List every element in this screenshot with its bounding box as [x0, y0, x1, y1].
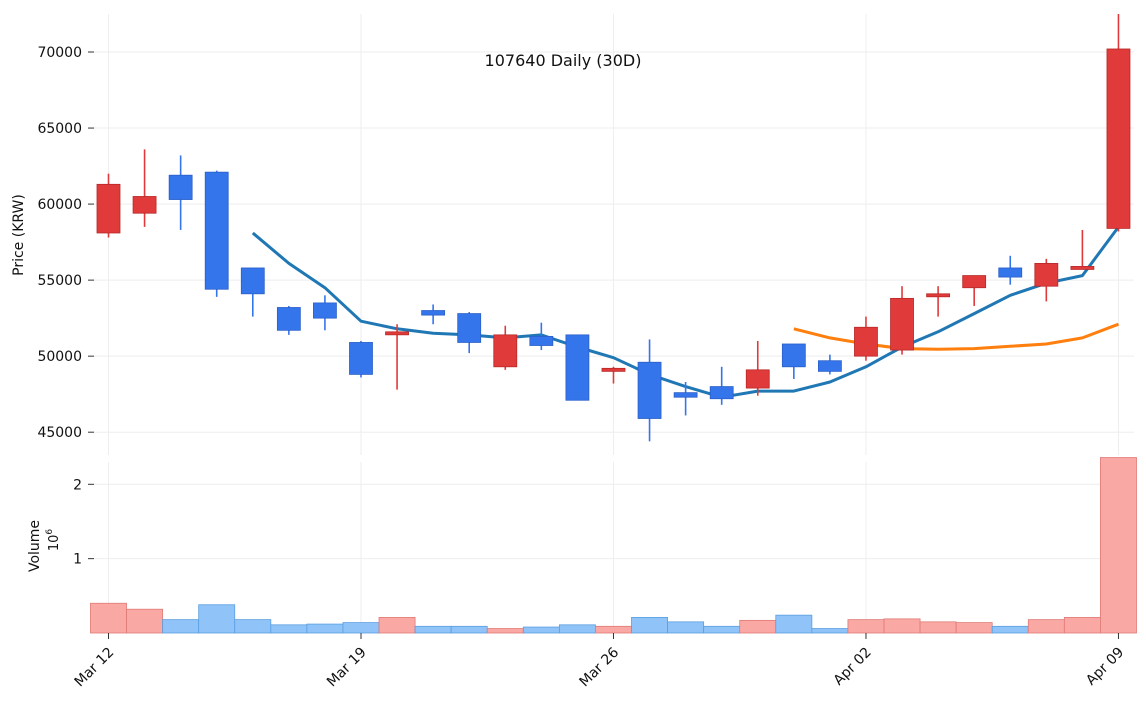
- volume-bar: [1063, 616, 1101, 634]
- candle-body: [493, 334, 518, 368]
- volume-bar: [955, 622, 993, 634]
- x-tick-label: Mar 12: [72, 645, 118, 691]
- candles: [96, 14, 1131, 442]
- volume-bar: [775, 614, 813, 634]
- y-axis-label: Price (KRW): [11, 194, 27, 276]
- candle-body: [457, 313, 482, 343]
- volume-bar: [631, 616, 668, 634]
- volume-bar: [739, 619, 777, 634]
- volume-bar: [126, 608, 164, 634]
- grid: [94, 14, 1134, 633]
- volume-bar: [847, 619, 885, 634]
- chart-title: 107640 Daily (30D): [485, 51, 642, 70]
- candle-body: [529, 335, 554, 346]
- moving-averages: [251, 226, 1120, 399]
- volume-bar: [1027, 619, 1065, 634]
- volume-bar: [883, 618, 921, 634]
- candle-body: [998, 267, 1023, 278]
- candle-body: [96, 183, 121, 234]
- volume-bar: [90, 602, 127, 634]
- volume-bar: [378, 616, 416, 634]
- candle-body: [1070, 266, 1095, 270]
- candle-body: [421, 310, 446, 316]
- volume-bar: [342, 622, 380, 634]
- y-tick-label: 70000: [37, 45, 82, 61]
- candle-body: [890, 297, 914, 351]
- volume-bar: [450, 625, 488, 634]
- volume-bars: [90, 457, 1137, 634]
- volume-scale-label: 106: [45, 529, 62, 552]
- candle-body: [1034, 262, 1059, 287]
- volume-bar: [234, 619, 272, 634]
- y-tick-label: 60000: [37, 197, 82, 213]
- volume-axis-label: Volume: [27, 520, 43, 572]
- candle-body: [168, 174, 193, 200]
- candle-body: [565, 334, 590, 401]
- volume-bar: [991, 625, 1029, 634]
- volume-bar: [1100, 457, 1137, 634]
- volume-bar: [703, 625, 741, 634]
- candle-body: [818, 360, 842, 372]
- candle-body: [132, 196, 157, 214]
- x-tick-label: Apr 09: [1083, 645, 1127, 689]
- candle-body: [204, 171, 229, 290]
- candle-body: [637, 361, 662, 419]
- volume-bar: [811, 628, 849, 634]
- candle-body: [673, 392, 698, 398]
- volume-bar: [667, 621, 705, 634]
- volume-bar: [270, 624, 308, 634]
- volume-bar: [162, 619, 200, 634]
- candle-body: [854, 326, 878, 357]
- y-tick-label: 45000: [37, 425, 82, 441]
- y-tick-label: 65000: [37, 121, 82, 137]
- ma-line-ma20: [793, 322, 1120, 351]
- volume-bar: [414, 625, 452, 634]
- candle-body: [781, 343, 806, 368]
- volume-tick-label: 1: [73, 552, 82, 568]
- candle-body: [385, 331, 409, 336]
- ma-line-ma5: [251, 226, 1120, 399]
- x-tick-label: Mar 19: [324, 645, 370, 691]
- candle-body: [313, 302, 337, 319]
- candle-body: [240, 267, 265, 295]
- volume-bar: [198, 604, 236, 634]
- candle-body: [276, 307, 301, 331]
- candle-body: [1106, 48, 1131, 229]
- volume-bar: [558, 624, 596, 634]
- volume-bar: [306, 623, 344, 634]
- volume-bar: [486, 628, 524, 634]
- volume-bar: [919, 621, 957, 634]
- candle-body: [349, 342, 373, 375]
- x-tick-label: Mar 26: [577, 644, 623, 690]
- y-tick-label: 55000: [37, 273, 82, 289]
- volume-bar: [522, 626, 560, 634]
- volume-bar: [595, 625, 632, 634]
- volume-tick-label: 2: [73, 477, 82, 493]
- y-tick-label: 50000: [37, 349, 82, 365]
- candle-body: [926, 293, 951, 298]
- candle-body: [962, 275, 987, 289]
- candle-body: [745, 369, 770, 389]
- candle-body: [601, 367, 626, 372]
- x-tick-label: Apr 02: [831, 645, 875, 689]
- candle-body: [709, 386, 734, 400]
